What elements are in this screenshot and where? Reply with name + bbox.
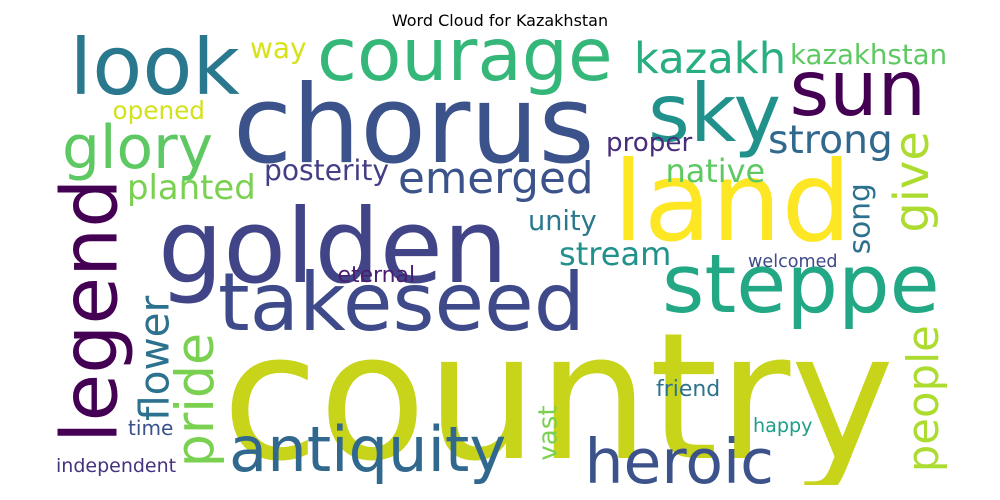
word-courage: courage xyxy=(317,35,613,98)
word-takeseed: takeseed xyxy=(218,256,585,350)
word-time: time xyxy=(128,415,174,440)
word-cloud: country golden chorus land courage takes… xyxy=(50,35,950,485)
word-give: give xyxy=(884,131,940,233)
word-unity: unity xyxy=(528,206,597,237)
word-legend: legend xyxy=(50,178,135,443)
word-eternal: eternal xyxy=(337,263,416,288)
word-sky: sky xyxy=(648,65,782,160)
word-stream: stream xyxy=(559,234,672,273)
word-golden: golden xyxy=(158,188,509,307)
word-song: song xyxy=(842,182,877,254)
figure-title: Word Cloud for Kazakhstan xyxy=(391,11,609,30)
word-flower: flower xyxy=(129,295,178,421)
word-friend: friend xyxy=(656,376,721,402)
word-land: land xyxy=(613,137,852,267)
word-way: way xyxy=(250,35,307,65)
word-kazakhstan: kazakhstan xyxy=(790,37,948,71)
word-country: country xyxy=(222,296,895,485)
word-steppe: steppe xyxy=(662,237,940,332)
word-proper: proper xyxy=(606,128,693,158)
word-posterity: posterity xyxy=(264,153,390,187)
word-planted: planted xyxy=(127,168,256,207)
word-sun: sun xyxy=(789,44,927,133)
word-kazakh: kazakh xyxy=(634,35,787,84)
word-strong: strong xyxy=(768,118,893,163)
word-glory: glory xyxy=(62,114,214,183)
word-vast: vast xyxy=(533,405,564,461)
word-people: people xyxy=(898,325,949,473)
word-heroic: heroic xyxy=(584,425,775,485)
word-opened: opened xyxy=(112,95,205,125)
word-welcomed: welcomed xyxy=(748,252,838,272)
word-native: native xyxy=(665,152,766,190)
word-look: look xyxy=(69,35,240,114)
word-independent: independent xyxy=(56,454,177,477)
word-happy: happy xyxy=(753,414,813,437)
word-chorus: chorus xyxy=(233,62,595,188)
word-antiquity: antiquity xyxy=(229,412,507,485)
word-emerged: emerged xyxy=(398,153,594,204)
